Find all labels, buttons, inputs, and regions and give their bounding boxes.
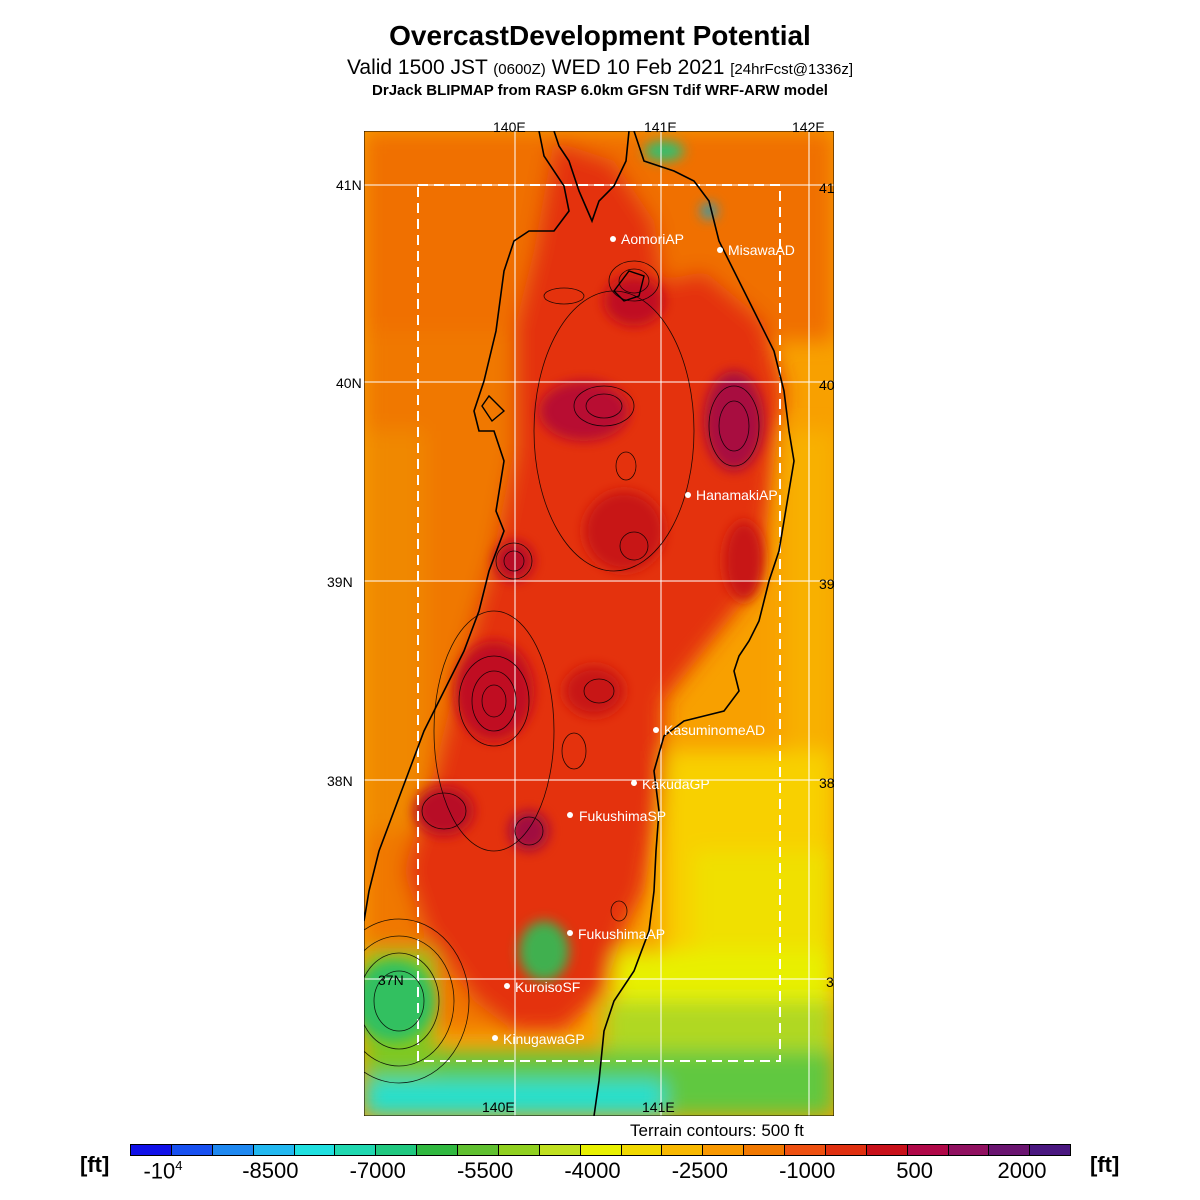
lat-label-left: 40N xyxy=(336,375,362,391)
station-marker xyxy=(685,492,691,498)
model-credit: DrJack BLIPMAP from RASP 6.0km GFSN Tdif… xyxy=(372,82,828,99)
colorbar-tick-min: -104 xyxy=(143,1158,182,1184)
colorbar-swatch xyxy=(580,1145,622,1155)
lat-label-right: 37N xyxy=(826,974,834,990)
colorbar-swatch xyxy=(825,1145,867,1155)
lat-label-left: 38N xyxy=(327,773,353,789)
colorbar-swatch xyxy=(539,1145,581,1155)
colorbar-tick: -8500 xyxy=(242,1158,299,1183)
station-marker xyxy=(567,930,573,936)
station-label: KakudaGP xyxy=(642,776,710,792)
zulu-time-text: (0600Z) xyxy=(493,61,546,78)
station-label: HanamakiAP xyxy=(696,487,778,503)
colorbar-unit-right: [ft] xyxy=(1090,1152,1120,1177)
station-label: FukushimaAP xyxy=(578,926,665,942)
colorbar-swatch xyxy=(335,1145,377,1155)
colorbar-ticks: -104 -8500 -7000 -5500 -4000 -2500 -1000… xyxy=(130,1158,1069,1188)
station-label: FukushimaSP xyxy=(579,808,666,824)
lat-label-right: 39N xyxy=(819,576,834,592)
field-highs xyxy=(354,141,764,1041)
colorbar-swatch xyxy=(703,1145,745,1155)
lon-label-top: 140E xyxy=(493,119,526,135)
colorbar-swatch xyxy=(948,1145,990,1155)
colorbar xyxy=(130,1144,1071,1156)
station-label: KinugawaGP xyxy=(503,1031,585,1047)
lat-label-right: 40N xyxy=(819,377,834,393)
lat-label-left: 41N xyxy=(336,177,362,193)
tick-exponent: 4 xyxy=(175,1158,183,1173)
colorbar-tick: -5500 xyxy=(456,1158,514,1183)
station-label: MisawaAD xyxy=(728,242,795,258)
lon-label-top: 142E xyxy=(792,119,825,135)
colorbar-swatch xyxy=(866,1145,908,1155)
colorbar-swatch xyxy=(171,1145,213,1155)
colorbar-swatch xyxy=(907,1145,949,1155)
station-label: AomoriAP xyxy=(621,231,684,247)
coastline-bays xyxy=(481,270,645,423)
valid-time-text: Valid 1500 JST xyxy=(346,56,488,79)
colorbar-swatch xyxy=(744,1145,785,1155)
colorbar-tick: -2500 xyxy=(671,1158,729,1183)
lat-label-left: 39N xyxy=(327,574,353,590)
colorbar-swatch xyxy=(989,1145,1031,1155)
colorbar-swatch xyxy=(253,1145,295,1155)
lat-label-right: 41N xyxy=(819,180,834,196)
colorbar-swatch xyxy=(785,1145,826,1155)
map-svg: 140E 141E 142E 140E 141E 41N 40N 39N 38N… xyxy=(328,115,852,1117)
coastline xyxy=(363,130,795,1117)
chart-title: OvercastDevelopment Potential xyxy=(389,20,811,51)
tick-base: -10 xyxy=(143,1158,176,1184)
lon-label-bottom: 140E xyxy=(482,1099,515,1115)
colorbar-swatch xyxy=(498,1145,540,1155)
colorbar-tick: -1000 xyxy=(779,1158,836,1183)
station-label: KuroisoSF xyxy=(515,979,580,995)
lon-label-top: 141E xyxy=(644,119,677,135)
colorbar-swatch xyxy=(458,1145,499,1155)
terrain-contours xyxy=(328,260,760,1084)
colorbar-swatch xyxy=(131,1145,172,1155)
station-marker xyxy=(653,727,659,733)
colorbar-swatch xyxy=(662,1145,704,1155)
station-marker xyxy=(717,247,723,253)
lat-label-right: 38N xyxy=(819,775,834,791)
station-marker xyxy=(492,1035,498,1041)
overcast-map: 140E 141E 142E 140E 141E 41N 40N 39N 38N… xyxy=(328,115,852,1117)
station-marker xyxy=(610,236,616,242)
domain-box xyxy=(417,184,781,1062)
station-marker xyxy=(504,983,510,989)
forecast-run-text: [24hrFcst@1336z] xyxy=(730,61,854,78)
colorbar-unit-left: [ft] xyxy=(80,1152,110,1177)
stations: AomoriAP MisawaAD HanamakiAP KasuminomeA… xyxy=(492,231,795,1047)
colorbar-swatch xyxy=(1030,1145,1071,1155)
colorbar-swatch xyxy=(417,1145,458,1155)
lat-label-left: 37N xyxy=(378,972,404,988)
terrain-contour-note: Terrain contours: 500 ft xyxy=(630,1121,804,1140)
colorbar-swatch xyxy=(621,1145,663,1155)
lon-labels-bottom: 140E 141E xyxy=(482,1099,675,1115)
colorbar-swatch xyxy=(376,1145,418,1155)
colorbar-tick: -7000 xyxy=(349,1158,406,1183)
station-marker xyxy=(631,780,637,786)
colorbar-swatch xyxy=(212,1145,254,1155)
valid-date-text: WED 10 Feb 2021 xyxy=(551,56,725,79)
lon-label-bottom: 141E xyxy=(642,1099,675,1115)
colorbar-tick: 500 xyxy=(896,1158,933,1183)
station-marker xyxy=(567,812,573,818)
colorbar-tick: -4000 xyxy=(564,1158,621,1183)
valid-time-subtitle: Valid 1500 JST (0600Z) WED 10 Feb 2021 [… xyxy=(0,56,1200,80)
colorbar-swatch xyxy=(294,1145,336,1155)
station-label: KasuminomeAD xyxy=(664,722,765,738)
lat-label-37-inside: 37N xyxy=(378,972,404,988)
colorbar-tick: 2000 xyxy=(997,1158,1047,1183)
